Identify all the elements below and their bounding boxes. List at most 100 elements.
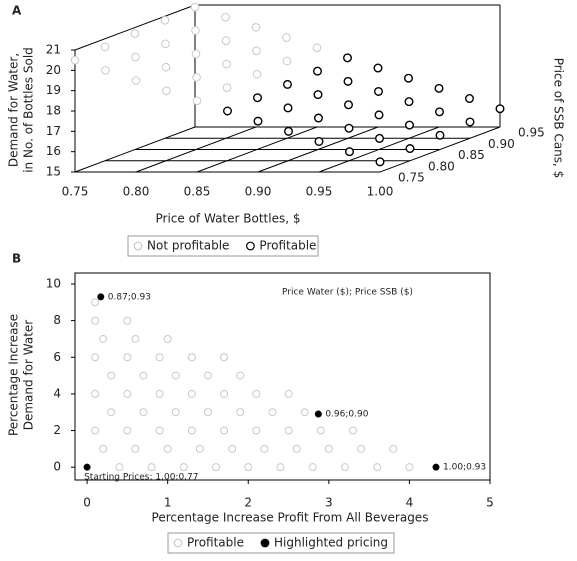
annotation: Price Water ($); Price SSB ($) [282, 288, 413, 298]
point [300, 408, 309, 417]
point [222, 83, 232, 92]
point [155, 389, 164, 398]
point [91, 298, 100, 307]
depth-axis-label: Price of SSB Cans, $ [552, 58, 566, 179]
legend-label: Not profitable [147, 239, 229, 253]
y-axis-label: Percentage Increase [7, 314, 21, 436]
point [228, 444, 237, 453]
point [252, 426, 261, 435]
panel-label: B [12, 252, 21, 266]
y-tick-label: 10 [46, 276, 61, 290]
legend-label: Highlighted pricing [274, 536, 388, 550]
depth-tick-label: 0.75 [398, 171, 425, 185]
point [187, 389, 196, 398]
legend-symbol [246, 241, 255, 251]
point [191, 26, 200, 35]
x-tick-label: 1 [164, 496, 172, 510]
point [222, 59, 231, 69]
point [373, 463, 382, 472]
point [70, 55, 80, 65]
point [236, 371, 245, 380]
point [147, 463, 156, 472]
depth-tick-label: 0.80 [428, 159, 455, 173]
point [252, 93, 262, 103]
point [107, 371, 116, 380]
point [101, 66, 110, 75]
x-tick-label: 4 [406, 496, 414, 510]
point [171, 408, 180, 417]
point [123, 389, 132, 398]
point [432, 463, 440, 471]
point [139, 371, 148, 380]
point [123, 426, 132, 435]
point [313, 90, 323, 100]
point [404, 73, 414, 83]
x-tick-label: 1.00 [367, 185, 394, 199]
point [283, 103, 293, 113]
depth-tick-label: 0.85 [458, 148, 485, 162]
point [139, 408, 148, 417]
point [260, 444, 269, 453]
z-tick-label: 20 [46, 63, 61, 77]
point [187, 353, 196, 362]
point [404, 97, 414, 107]
point [268, 408, 277, 417]
point [405, 144, 415, 154]
depth-tick-label: 0.95 [518, 126, 545, 140]
point [252, 389, 261, 398]
point [316, 426, 325, 435]
point-label: 0.87;0.93 [108, 292, 151, 302]
point [107, 408, 116, 417]
box-edge [74, 4, 196, 51]
point [130, 29, 140, 38]
point [343, 53, 353, 63]
point-label: 0.96;0.90 [325, 410, 368, 420]
point [203, 408, 212, 417]
y-axis-label: Demand for Water [22, 320, 36, 431]
point [162, 86, 171, 95]
plot-frame [74, 272, 491, 481]
point [349, 426, 358, 435]
x-tick-label: 5 [486, 496, 494, 510]
point [195, 444, 204, 453]
point [252, 46, 261, 56]
legend-symbol [133, 241, 143, 251]
point [99, 334, 108, 343]
x-axis-label: Percentage Increase Profit From All Beve… [152, 511, 429, 525]
point [221, 12, 230, 22]
y-tick-label: 2 [53, 423, 61, 437]
point [324, 444, 333, 453]
legend-box [167, 532, 395, 554]
point [251, 23, 261, 32]
z-tick-label: 18 [46, 104, 61, 118]
point [374, 86, 384, 96]
z-tick-label: 19 [46, 83, 61, 97]
point [375, 133, 385, 143]
point [344, 123, 354, 133]
point-label: 1.00;0.93 [443, 463, 486, 473]
x-tick-label: 0 [83, 496, 91, 510]
point [253, 116, 263, 126]
point [97, 293, 105, 301]
point [179, 463, 188, 472]
point [495, 104, 505, 114]
point [340, 463, 349, 472]
legend-label: Profitable [187, 536, 244, 550]
z-tick-label: 17 [46, 124, 61, 138]
point [435, 130, 445, 140]
point [163, 334, 172, 343]
point [434, 83, 444, 93]
point [292, 444, 301, 453]
x-tick-label: 0.85 [184, 185, 211, 199]
point [83, 463, 91, 471]
legend-box [127, 235, 319, 257]
point [313, 66, 323, 76]
y-tick-label: 6 [53, 350, 61, 364]
y-tick-label: 0 [53, 460, 61, 474]
point [236, 408, 245, 417]
point [190, 2, 200, 12]
z-tick-label: 21 [46, 43, 61, 57]
point [91, 316, 100, 325]
point [192, 96, 202, 106]
